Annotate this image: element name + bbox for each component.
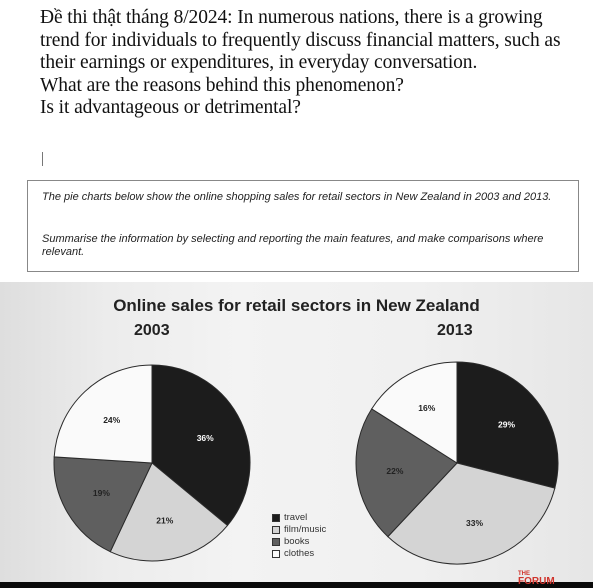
brand-line-2: FORUM bbox=[518, 576, 555, 587]
pie-2003: 36% 21% 19% 24% bbox=[53, 364, 251, 562]
task-line-description: The pie charts below show the online sho… bbox=[42, 191, 552, 203]
question-paragraph: Đề thi thật tháng 8/2024: In numerous na… bbox=[40, 7, 561, 73]
pie-2003-slice-books bbox=[53, 456, 153, 553]
task-box: The pie charts below show the online sho… bbox=[27, 180, 579, 272]
pie-2013-slice-travel bbox=[456, 361, 559, 489]
text-cursor bbox=[42, 152, 43, 166]
legend-swatch-travel bbox=[272, 514, 280, 522]
legend-item-film-music: film/music bbox=[272, 524, 326, 536]
year-label-2003: 2003 bbox=[134, 322, 170, 339]
pie-2003-label-film-music: 21% bbox=[156, 515, 173, 525]
legend-item-travel: travel bbox=[272, 512, 326, 524]
brand-line-1: THE bbox=[518, 571, 530, 577]
pie-2013-label-clothes: 16% bbox=[418, 403, 435, 413]
legend-label-travel: travel bbox=[284, 512, 308, 523]
question-line-reasons: What are the reasons behind this phenome… bbox=[40, 74, 404, 96]
pie-2013: 29% 33% 22% 16% bbox=[355, 361, 559, 565]
legend-label-film-music: film/music bbox=[284, 524, 327, 535]
pie-2013-label-books: 22% bbox=[386, 466, 403, 476]
pie-2013-slice-clothes bbox=[371, 361, 458, 464]
pie-2013-slice-books bbox=[355, 408, 458, 538]
legend-item-clothes: clothes bbox=[272, 548, 326, 560]
legend-label-books: books bbox=[284, 536, 310, 547]
pie-2003-label-travel: 36% bbox=[197, 433, 214, 443]
question-text: Đề thi thật tháng 8/2024: In numerous na… bbox=[40, 7, 585, 120]
legend-swatch-film-music bbox=[272, 526, 280, 534]
pie-2013-label-film-music: 33% bbox=[466, 518, 483, 528]
pie-2013-slice-film-music bbox=[387, 462, 556, 565]
pie-2013-label-travel: 29% bbox=[498, 420, 515, 430]
chart-title: Online sales for retail sectors in New Z… bbox=[113, 296, 480, 315]
pie-2003-slice-clothes bbox=[53, 364, 153, 464]
pie-2003-label-clothes: 24% bbox=[103, 415, 120, 425]
question-line-advantage: Is it advantageous or detrimental? bbox=[40, 97, 301, 118]
pie-charts: 36% 21% 19% 24% 29% 33% 22% 16% bbox=[53, 361, 559, 565]
brand-logo: THE FORUM bbox=[518, 570, 555, 587]
legend-label-clothes: clothes bbox=[284, 548, 315, 559]
legend-swatch-clothes bbox=[272, 550, 280, 558]
bottom-bar bbox=[0, 582, 593, 588]
task-line-instruction: Summarise the information by selecting a… bbox=[42, 233, 544, 258]
pie-2003-slice-film-music bbox=[109, 462, 229, 562]
pie-2003-label-books: 19% bbox=[93, 488, 110, 498]
legend: travel film/music books clothes bbox=[272, 512, 326, 560]
legend-swatch-books bbox=[272, 538, 280, 546]
year-label-2013: 2013 bbox=[437, 322, 473, 339]
legend-item-books: books bbox=[272, 536, 326, 548]
pie-2003-slice-travel bbox=[151, 364, 251, 527]
